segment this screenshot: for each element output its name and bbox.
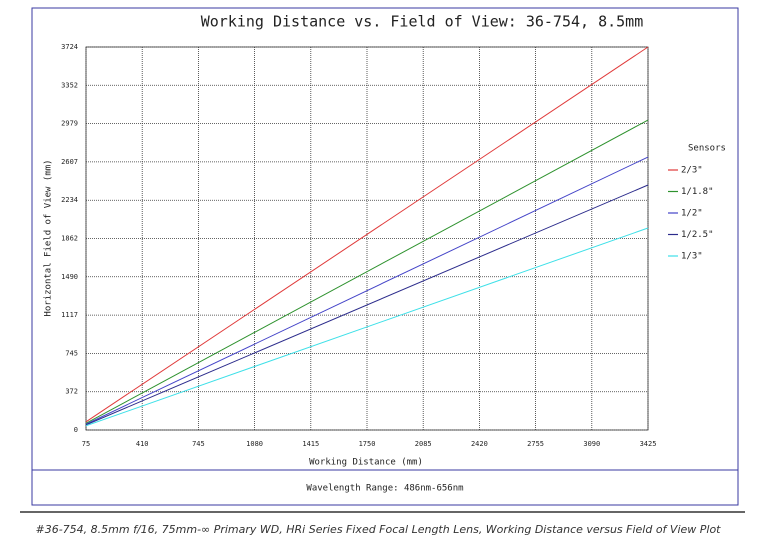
series-line xyxy=(85,46,649,423)
legend-label: 2/3" xyxy=(681,166,703,176)
y-tick-label: 3352 xyxy=(61,81,78,89)
series-line xyxy=(85,227,649,427)
y-tick-label: 2979 xyxy=(61,120,78,128)
x-axis-label: Working Distance (mm) xyxy=(309,458,423,468)
x-tick-label: 1415 xyxy=(302,440,319,448)
legend-label: 1/3" xyxy=(681,252,703,262)
y-axis-label: Horizontal Field of View (mm) xyxy=(44,159,54,316)
note: Wavelength Range: 486nm-656nm xyxy=(306,484,463,494)
series-line xyxy=(85,119,649,424)
x-tick-label: 2420 xyxy=(471,440,488,448)
caption: #36-754, 8.5mm f/16, 75mm-∞ Primary WD, … xyxy=(36,523,722,536)
y-tick-label: 2607 xyxy=(61,158,78,166)
legend-label: 1/2.5" xyxy=(681,230,714,240)
x-tick-label: 1080 xyxy=(246,440,263,448)
y-tick-label: 1862 xyxy=(61,235,78,243)
y-tick-label: 2234 xyxy=(61,196,78,204)
series-line xyxy=(85,156,649,425)
chart-title: Working Distance vs. Field of View: 36-7… xyxy=(201,13,644,31)
plot-frame xyxy=(85,46,649,431)
outer-frame xyxy=(31,7,739,506)
x-tick-label: 745 xyxy=(192,440,205,448)
y-tick-label: 372 xyxy=(65,388,78,396)
legend-label: 1/1.8" xyxy=(681,187,714,197)
legend-label: 1/2" xyxy=(681,209,703,219)
x-tick-label: 1750 xyxy=(359,440,376,448)
x-tick-label: 2755 xyxy=(527,440,544,448)
y-tick-label: 1117 xyxy=(61,311,78,319)
x-tick-label: 2085 xyxy=(415,440,432,448)
y-tick-label: 745 xyxy=(65,349,78,357)
y-tick-label: 1490 xyxy=(61,273,78,281)
y-tick-label: 0 xyxy=(74,426,78,434)
y-tick-label: 3724 xyxy=(61,43,78,51)
x-tick-label: 3425 xyxy=(640,440,657,448)
series-line xyxy=(85,184,649,426)
x-tick-label: 3090 xyxy=(583,440,600,448)
legend-title: Sensors xyxy=(688,144,726,154)
x-tick-label: 75 xyxy=(82,440,90,448)
x-tick-label: 410 xyxy=(136,440,149,448)
